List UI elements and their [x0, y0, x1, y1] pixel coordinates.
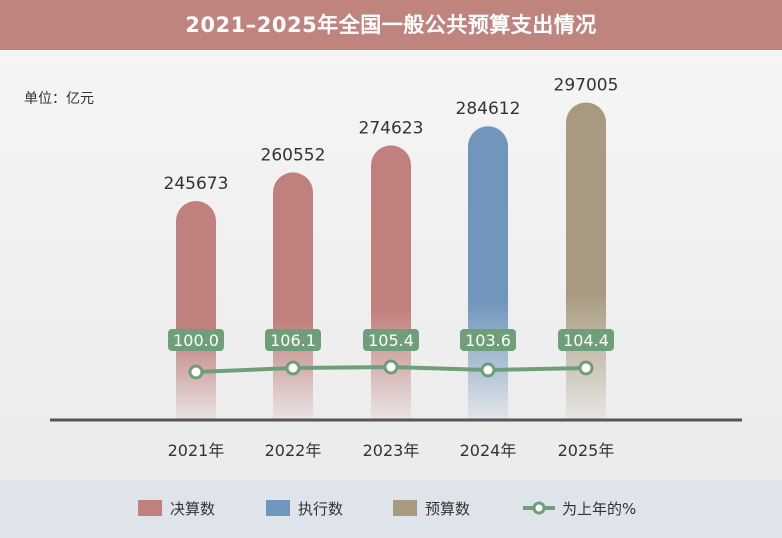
legend-swatch — [138, 500, 162, 516]
legend-swatch — [266, 500, 290, 516]
title-bar — [0, 0, 782, 50]
legend-item: 决算数 — [138, 498, 215, 518]
x-tick-label: 2023年 — [363, 441, 420, 460]
growth-point — [578, 360, 594, 376]
legend-item: 为上年的% — [522, 498, 636, 518]
bar-value-label: 260552 — [261, 145, 326, 165]
bar-value-label: 274623 — [359, 118, 424, 138]
bar-1 — [176, 201, 216, 420]
bar-2 — [273, 172, 313, 420]
growth-label-box — [168, 329, 224, 351]
legend-label: 决算数 — [170, 499, 216, 518]
chart-svg: 245673 260552 274623 284612 297005 2021年 2022年… — [50, 75, 742, 460]
unit-label: 单位：亿元 — [24, 91, 94, 107]
legend-swatch — [393, 500, 417, 516]
growth-label: 105.4 — [368, 331, 414, 350]
legend-item: 预算数 — [393, 498, 470, 518]
x-tick-label: 2022年 — [265, 441, 322, 460]
growth-label: 106.1 — [270, 331, 316, 350]
bar-3 — [371, 145, 411, 420]
bar-value-label: 245673 — [164, 174, 229, 194]
legend-marker — [532, 501, 546, 515]
growth-label-box — [265, 329, 321, 351]
growth-point — [383, 359, 399, 375]
x-tick-label: 2021年 — [168, 441, 225, 460]
growth-label: 103.6 — [465, 331, 511, 350]
legend-label: 为上年的% — [562, 499, 637, 518]
x-tick-label: 2025年 — [558, 441, 615, 460]
growth-label: 100.0 — [173, 331, 219, 350]
legend-item: 执行数 — [266, 498, 343, 518]
growth-label-box — [363, 329, 419, 351]
legend-label: 执行数 — [298, 499, 344, 518]
chart-title: 2021–2025年全国一般公共预算支出情况 — [185, 13, 597, 37]
growth-point — [188, 364, 204, 380]
bar-value-label: 284612 — [456, 99, 521, 119]
growth-label-box — [558, 329, 614, 351]
legend-line-marker — [523, 501, 555, 515]
growth-point — [285, 360, 301, 376]
legend-label: 预算数 — [425, 499, 471, 518]
x-tick-label: 2024年 — [460, 441, 517, 460]
growth-point — [480, 362, 496, 378]
legend-bar — [0, 480, 782, 538]
bar-value-label: 297005 — [554, 75, 619, 95]
growth-label: 104.4 — [563, 331, 609, 350]
growth-label-box — [460, 329, 516, 351]
